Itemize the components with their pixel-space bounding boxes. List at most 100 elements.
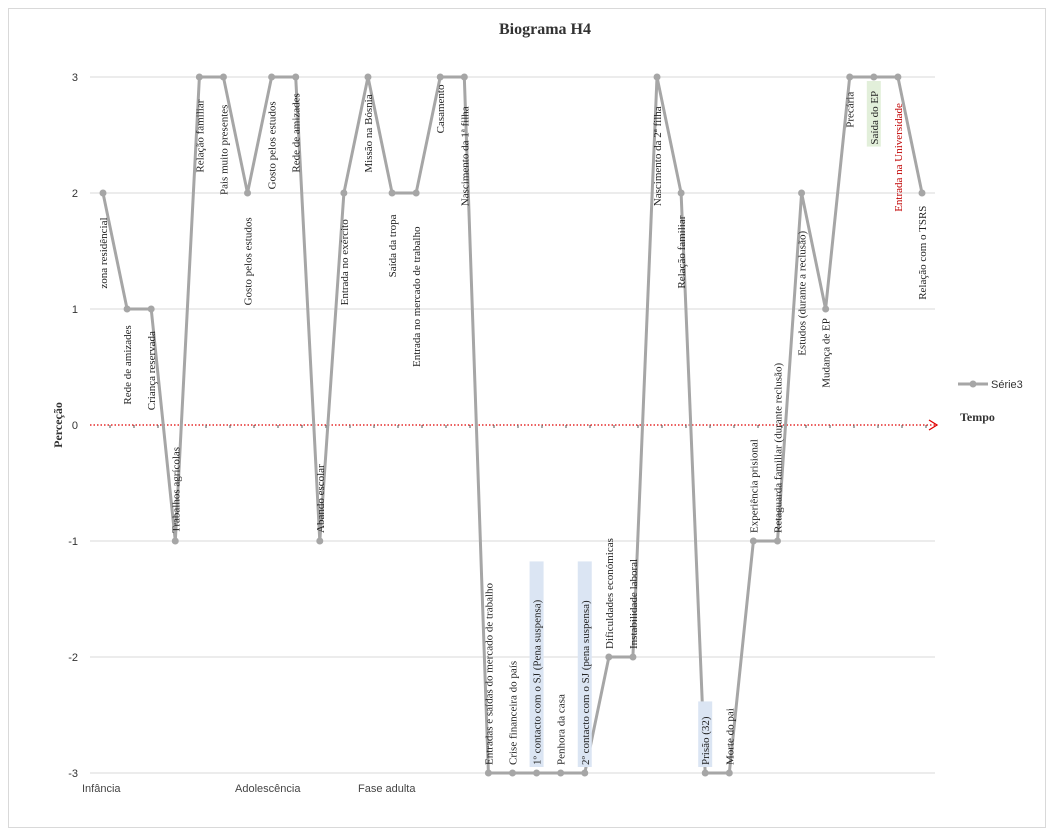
data-point <box>846 73 854 81</box>
label-highlight <box>529 561 544 767</box>
event-label-group: Abando escolar <box>315 464 327 533</box>
event-label: Instabilidade laboral <box>628 559 640 649</box>
event-label-group: Estudos (durante a reclusão) <box>797 231 809 356</box>
y-tick-label: 3 <box>72 72 78 84</box>
event-label: Trabalhos agrícolas <box>170 447 182 533</box>
event-label: 2º contacto com o SJ (pena suspensa) <box>580 600 592 765</box>
data-point <box>725 769 733 777</box>
data-point <box>749 537 757 545</box>
x-axis-label: Tempo <box>960 410 995 424</box>
event-label: Gosto pelos estudos <box>267 101 279 189</box>
y-tick-label: 0 <box>72 420 78 432</box>
event-label-group: Crise financeira do país <box>508 661 520 765</box>
label-highlight <box>577 561 592 767</box>
event-label-group: Relação familiar <box>194 99 206 172</box>
event-label: Missão na Bósnia <box>363 94 375 172</box>
event-label: Rede de amizades <box>291 93 303 172</box>
data-point <box>894 73 902 81</box>
event-label: Experiência prisional <box>748 439 760 533</box>
event-label: Abando escolar <box>315 464 327 533</box>
event-label: Crise financeira do país <box>508 661 520 765</box>
event-label-group: Morte do pai <box>724 708 736 765</box>
event-label-group: Relação com o TSRS <box>917 206 929 300</box>
data-point <box>484 769 492 777</box>
data-point <box>99 189 107 197</box>
event-label: Saída da tropa <box>387 214 399 277</box>
data-point <box>773 537 781 545</box>
event-label-group: Mudança de EP <box>821 318 833 388</box>
phase-label: Adolescência <box>235 783 301 795</box>
event-label-group: Experiência prisional <box>748 439 760 533</box>
data-point <box>316 537 324 545</box>
event-label: Precária <box>845 92 857 128</box>
label-highlight <box>698 701 713 767</box>
data-point <box>388 189 396 197</box>
data-point <box>509 769 516 777</box>
data-point <box>581 769 589 777</box>
legend-label: Série3 <box>991 379 1023 391</box>
event-label-group: Saída do EP <box>866 81 881 147</box>
y-axis-ticks: 3 2 1 0 -1 -2 -3 <box>68 72 78 780</box>
data-point <box>268 73 276 81</box>
chart-title: Biograma H4 <box>499 21 591 38</box>
data-point <box>918 189 926 197</box>
event-label: Rede de amizades <box>122 325 134 404</box>
event-label: Nascimento da 2ª filha <box>652 106 664 206</box>
y-tick-label: -2 <box>68 652 78 664</box>
event-label-group: Rede de amizades <box>122 325 134 404</box>
y-tick-label: -1 <box>68 536 78 548</box>
event-label: Casamento <box>435 84 447 133</box>
data-point <box>460 73 468 81</box>
event-label-group: zona residêncial <box>98 217 110 288</box>
event-label-group: 1º contacto com o SJ (Pena suspensa) <box>529 561 544 767</box>
zero-axis <box>90 419 939 431</box>
event-label: Entrada no mercado de trabalho <box>411 226 423 367</box>
phase-label: Infância <box>82 783 121 795</box>
phase-labels: Infância Adolescência Fase adulta <box>82 783 416 795</box>
event-label-group: Dificuldades económicas <box>604 538 616 649</box>
y-tick-label: 1 <box>72 304 78 316</box>
y-tick-label: -3 <box>68 768 78 780</box>
data-point <box>364 73 372 81</box>
y-axis-label: Perceção <box>51 402 65 448</box>
data-points <box>99 73 926 777</box>
data-point <box>340 189 348 197</box>
event-label: Entrada no exército <box>339 219 351 306</box>
event-label: Prisão (32) <box>700 716 712 765</box>
data-point <box>870 73 878 81</box>
event-label: Retaguarda familiar (durante reclusão) <box>772 363 784 533</box>
event-label: Criança reservada <box>146 331 158 410</box>
event-label: Entradas e saídas do mercado de trabalho <box>483 582 495 765</box>
event-label-group: Entrada no mercado de trabalho <box>411 226 423 367</box>
event-label-group: Rede de amizades <box>291 93 303 172</box>
data-point <box>605 653 613 661</box>
event-label: Relação com o TSRS <box>917 206 929 300</box>
data-point <box>629 653 637 661</box>
event-label-group: Missão na Bósnia <box>363 94 375 172</box>
event-label-group: Trabalhos agrícolas <box>170 447 182 533</box>
event-label-group: Nascimento da 1ª filha <box>459 106 471 206</box>
event-label: Morte do pai <box>724 708 736 765</box>
event-label: Estudos (durante a reclusão) <box>797 231 809 356</box>
data-point <box>798 189 806 197</box>
event-label-group: Gosto pelos estudos <box>267 101 279 189</box>
event-label-group: Relação familiar <box>676 215 688 288</box>
event-label-group: Retaguarda familiar (durante reclusão) <box>772 363 784 533</box>
event-label-group: 2º contacto com o SJ (pena suspensa) <box>577 561 592 767</box>
legend-marker <box>969 380 977 388</box>
phase-label: Fase adulta <box>358 783 416 795</box>
event-labels: zona residêncial Rede de amizades Criança … <box>98 81 929 767</box>
event-label: zona residêncial <box>98 217 110 288</box>
event-label-group: Entrada na Universidade <box>893 103 905 212</box>
data-point <box>171 537 179 545</box>
data-point <box>677 189 685 197</box>
data-point <box>822 305 830 313</box>
data-point <box>436 73 444 81</box>
event-label-group: Precária <box>845 92 857 128</box>
event-label-group: Instabilidade laboral <box>628 559 640 649</box>
event-label-group: Entradas e saídas do mercado de trabalho <box>483 582 495 765</box>
data-point <box>292 73 300 81</box>
event-label: Mudança de EP <box>821 318 833 388</box>
legend: Série3 <box>958 379 1023 391</box>
